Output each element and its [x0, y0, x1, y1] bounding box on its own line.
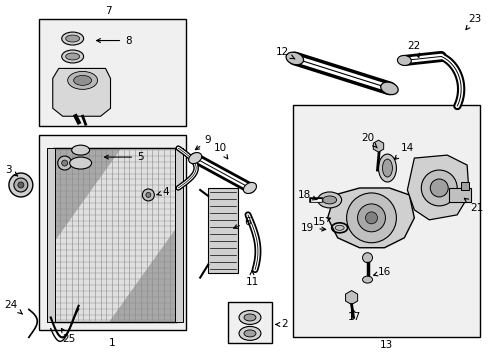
Ellipse shape [65, 35, 80, 42]
Circle shape [429, 179, 447, 197]
Polygon shape [407, 155, 468, 220]
Circle shape [18, 182, 24, 188]
Bar [175, 148, 183, 323]
Text: 12: 12 [276, 48, 294, 59]
Text: 6: 6 [233, 217, 251, 228]
Polygon shape [327, 188, 413, 248]
Ellipse shape [72, 145, 89, 155]
Text: 15: 15 [312, 217, 330, 227]
Ellipse shape [382, 159, 392, 177]
Ellipse shape [397, 55, 410, 66]
Polygon shape [108, 226, 177, 323]
Ellipse shape [362, 276, 372, 283]
Text: 19: 19 [301, 223, 325, 233]
Ellipse shape [244, 314, 255, 321]
Text: 24: 24 [4, 300, 22, 314]
Text: 13: 13 [379, 340, 392, 350]
Circle shape [9, 173, 33, 197]
Text: 20: 20 [360, 133, 377, 148]
Bar [227, 302, 271, 343]
Ellipse shape [244, 330, 255, 337]
Ellipse shape [239, 310, 261, 324]
Circle shape [142, 189, 154, 201]
Text: 5: 5 [104, 152, 143, 162]
Text: 11: 11 [245, 271, 258, 287]
Circle shape [58, 156, 72, 170]
Text: 10: 10 [213, 143, 227, 159]
Text: 14: 14 [394, 143, 413, 159]
Ellipse shape [380, 82, 397, 95]
Text: 8: 8 [97, 36, 131, 46]
Text: 16: 16 [373, 267, 390, 276]
Text: 25: 25 [61, 328, 75, 345]
Ellipse shape [378, 154, 396, 182]
Text: 22: 22 [407, 41, 420, 57]
Polygon shape [53, 148, 121, 244]
Ellipse shape [322, 196, 336, 204]
Bar [53, 148, 177, 323]
Text: 2: 2 [275, 319, 287, 329]
Ellipse shape [67, 71, 98, 89]
Ellipse shape [243, 183, 256, 194]
Text: 9: 9 [195, 135, 211, 150]
Bar [460, 182, 468, 190]
Bar [292, 105, 479, 337]
Ellipse shape [74, 75, 91, 85]
Ellipse shape [188, 153, 202, 164]
Circle shape [357, 204, 385, 232]
Text: 3: 3 [5, 165, 18, 176]
Circle shape [14, 178, 28, 192]
Ellipse shape [61, 50, 83, 63]
Circle shape [421, 170, 456, 206]
Text: 21: 21 [464, 198, 483, 213]
Bar [39, 135, 186, 330]
Bar [208, 188, 238, 273]
Text: 17: 17 [347, 309, 361, 323]
Ellipse shape [69, 157, 91, 169]
Ellipse shape [317, 192, 341, 208]
Text: 7: 7 [105, 6, 112, 15]
Circle shape [365, 212, 377, 224]
Ellipse shape [65, 53, 80, 60]
Polygon shape [53, 68, 110, 116]
Circle shape [61, 160, 67, 166]
Bar [39, 19, 186, 126]
Ellipse shape [285, 52, 303, 65]
Bar [448, 188, 470, 202]
Bar [53, 148, 177, 323]
Circle shape [145, 193, 151, 197]
Text: 18: 18 [298, 190, 316, 200]
Ellipse shape [334, 225, 344, 230]
Text: 23: 23 [465, 14, 481, 30]
Text: 4: 4 [156, 187, 168, 197]
Ellipse shape [239, 327, 261, 340]
Ellipse shape [61, 32, 83, 45]
Text: 1: 1 [109, 338, 116, 348]
Circle shape [362, 253, 372, 263]
Circle shape [346, 193, 396, 243]
Bar [47, 148, 55, 323]
